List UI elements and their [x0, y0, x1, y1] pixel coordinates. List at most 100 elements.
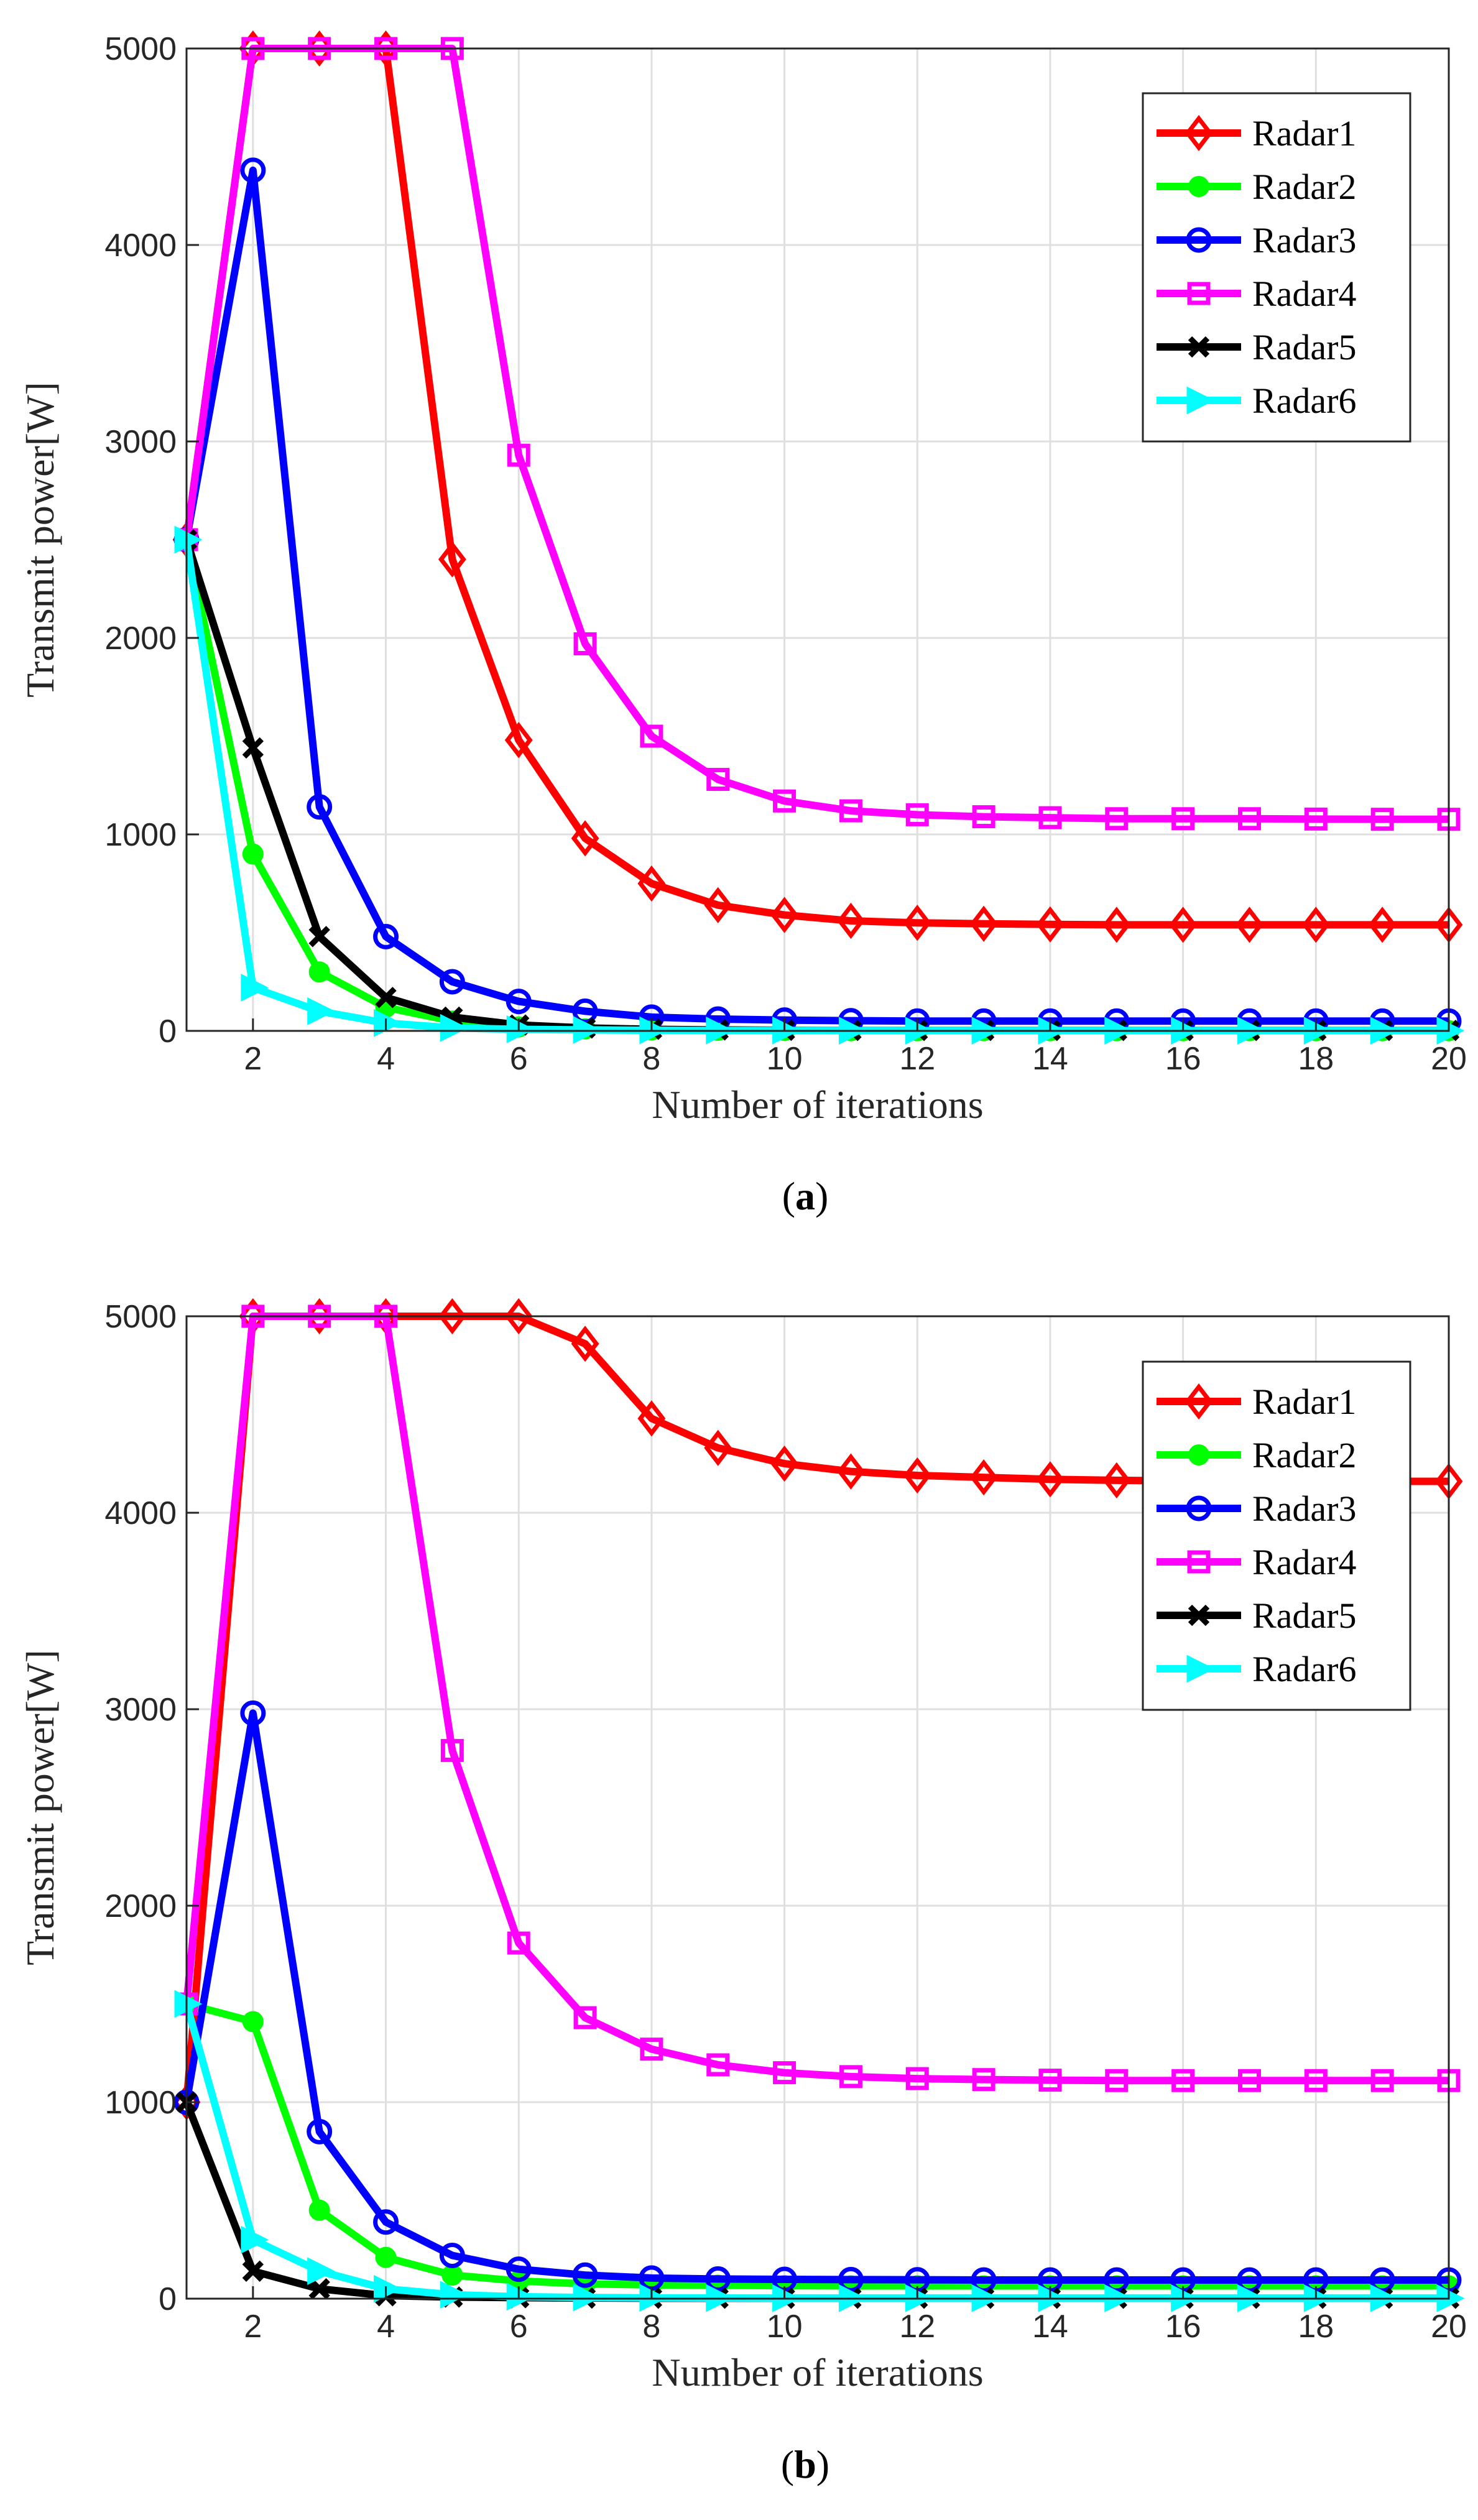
x-tick-label: 4: [377, 1041, 395, 1077]
data-point: [838, 2266, 864, 2292]
data-point: [905, 2067, 929, 2090]
data-point: [637, 1400, 666, 1437]
data-point: [571, 820, 599, 857]
legend-label: Radar5: [1252, 1595, 1357, 1636]
data-point: [1105, 807, 1129, 831]
legend-marker: [1186, 1495, 1212, 1521]
legend-label: Radar5: [1252, 327, 1357, 367]
data-point: [439, 969, 465, 995]
data-point: [1368, 907, 1397, 943]
data-point: [573, 632, 597, 655]
data-point: [1169, 907, 1198, 943]
figure-caption: (b): [781, 2442, 829, 2486]
data-point: [1102, 1462, 1131, 1499]
data-point: [1304, 2069, 1328, 2092]
data-point: [506, 989, 532, 1015]
chart-a: 2 4 6 8 10 12 14 16 18 20 0 1000 2000 3000 4000 5000 Num…: [18, 30, 1467, 1218]
legend-marker: [1188, 1444, 1209, 1465]
data-point: [640, 2038, 663, 2061]
data-point: [969, 1459, 998, 1496]
figure-caption: (a): [782, 1174, 829, 1218]
data-point: [504, 722, 533, 759]
y-tick-label: 2000: [104, 1888, 177, 1924]
data-point: [1237, 2069, 1261, 2092]
legend-marker: [1186, 386, 1215, 415]
y-axis-label: Transmit power[W]: [18, 1650, 62, 1965]
legend-label: Radar1: [1252, 113, 1357, 154]
data-point: [770, 897, 798, 933]
legend-label: Radar2: [1252, 167, 1357, 207]
y-tick-label: 4000: [104, 228, 177, 264]
axes-box: [185, 1315, 1450, 2300]
data-point: [440, 1738, 464, 1762]
data-point: [773, 789, 797, 813]
x-tick-label: 18: [1298, 1041, 1334, 1077]
data-point: [307, 2257, 336, 2286]
x-tick-label: 2: [244, 2309, 262, 2345]
x-tick-label: 14: [1032, 1041, 1068, 1077]
y-tick-label: 3000: [104, 424, 177, 460]
data-point: [1102, 907, 1131, 943]
legend-item-radar4: Radar4: [1157, 274, 1357, 314]
data-point: [1237, 807, 1261, 831]
y-axis-label: Transmit power[W]: [18, 382, 62, 698]
legend-box: [1142, 1360, 1411, 1711]
x-tick-label: 6: [510, 2309, 528, 2345]
data-point: [1038, 806, 1062, 829]
legend: Radar1 Radar2 Radar3 Radar4 Radar5 Radar6: [1142, 1360, 1411, 1711]
data-point: [374, 1008, 402, 1037]
data-point: [770, 1445, 798, 1482]
legend-marker: [1186, 227, 1212, 253]
data-point: [969, 905, 998, 942]
data-point: [573, 2006, 597, 2029]
legend-label: Radar4: [1252, 274, 1357, 314]
data-point: [706, 2053, 730, 2077]
data-point: [174, 1990, 203, 2018]
legend-item-radar2: Radar2: [1157, 1435, 1357, 1475]
legend-marker: [1188, 1604, 1210, 1627]
chart-b: 2 4 6 8 10 12 14 16 18 20 0 1000 2000 3000 4000 5000 Num…: [18, 1298, 1467, 2486]
legend-box: [1142, 92, 1411, 443]
y-tick-label: 4000: [104, 1495, 177, 1531]
data-point: [373, 923, 399, 949]
data-point: [242, 2011, 264, 2033]
data-point: [440, 2281, 468, 2309]
data-point: [374, 2274, 402, 2303]
data-point: [241, 2225, 269, 2254]
legend-item-radar5: Radar5: [1157, 1595, 1357, 1636]
data-point: [571, 1326, 599, 1362]
x-tick-label: 16: [1165, 2309, 1201, 2345]
y-tick-label: 0: [159, 1013, 177, 1050]
data-point: [375, 2246, 397, 2268]
x-tick-label: 20: [1431, 1041, 1467, 1077]
legend-item-radar2: Radar2: [1157, 167, 1357, 207]
x-tick-label: 8: [642, 2309, 660, 2345]
legend-item-radar4: Radar4: [1157, 1542, 1357, 1582]
data-point: [903, 905, 931, 941]
legend-label: Radar2: [1252, 1435, 1357, 1475]
y-tick-label: 5000: [104, 1299, 177, 1335]
data-point: [308, 926, 330, 948]
data-point: [773, 2061, 797, 2085]
legend-item-radar1: Radar1: [1157, 1382, 1357, 1422]
data-point: [972, 805, 995, 829]
legend-item-radar1: Radar1: [1157, 113, 1357, 154]
data-point: [506, 1015, 535, 1043]
data-point: [905, 803, 929, 826]
x-tick-label: 8: [642, 1041, 660, 1077]
x-tick-label: 12: [899, 1041, 935, 1077]
data-point: [1038, 2069, 1062, 2092]
legend-label: Radar3: [1252, 220, 1357, 261]
data-point: [373, 2209, 399, 2235]
data-point: [242, 843, 264, 865]
data-point: [839, 799, 862, 823]
data-point: [242, 737, 264, 759]
x-tick-label: 16: [1165, 1041, 1201, 1077]
x-axis-label: Number of iterations: [652, 2350, 983, 2394]
data-point: [507, 443, 530, 467]
data-point: [637, 865, 666, 902]
data-point: [307, 794, 333, 820]
legend-marker: [1188, 176, 1209, 197]
x-tick-label: 18: [1298, 2309, 1334, 2345]
